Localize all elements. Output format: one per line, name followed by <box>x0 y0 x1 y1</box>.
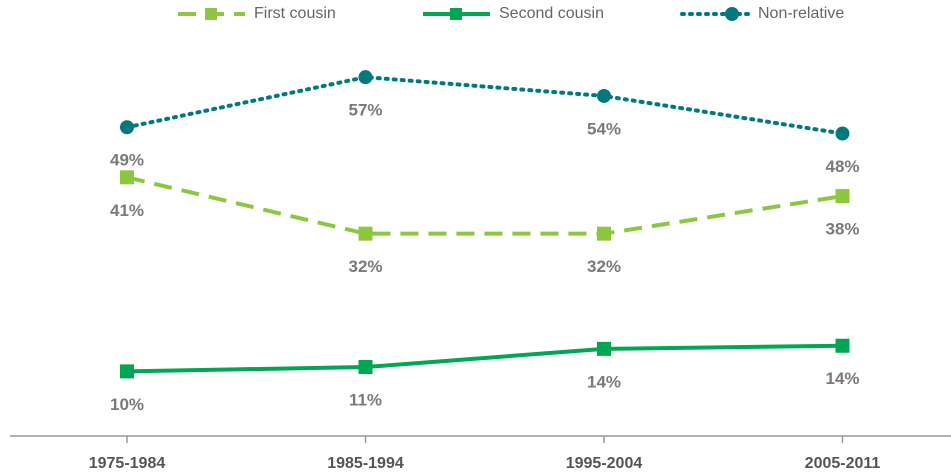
x-tick-label: 2005-2011 <box>805 455 881 472</box>
data-label: 32% <box>348 257 382 276</box>
data-label: 10% <box>110 395 144 414</box>
data-label: 11% <box>349 391 382 410</box>
data-label: 38% <box>825 220 859 239</box>
data-label: 54% <box>587 119 621 138</box>
marker <box>597 226 611 241</box>
marker <box>597 88 611 103</box>
marker <box>597 341 611 356</box>
legend-label: Non-relative <box>758 5 844 22</box>
x-tick-label: 1995-2004 <box>566 455 643 472</box>
data-label: 49% <box>110 151 144 170</box>
marker <box>120 170 134 185</box>
marker <box>358 70 373 85</box>
data-label: 32% <box>587 257 621 276</box>
marker <box>835 126 850 141</box>
data-label: 41% <box>110 201 144 220</box>
series-line <box>125 75 845 136</box>
marker <box>358 226 373 241</box>
marker <box>835 338 850 353</box>
legend-label: Second cousin <box>499 5 604 22</box>
legend-label: First cousin <box>254 5 336 22</box>
x-tick-label: 1985-1994 <box>327 455 404 472</box>
series-line <box>126 343 843 374</box>
data-label: 48% <box>825 157 859 176</box>
legend-marker <box>450 8 462 20</box>
data-label: 57% <box>348 101 382 120</box>
marker <box>120 364 134 379</box>
legend-marker <box>725 7 739 21</box>
marker <box>835 189 850 204</box>
x-tick-label: 1975-1984 <box>89 455 166 472</box>
data-label: 14% <box>825 369 859 388</box>
data-label: 14% <box>587 372 621 391</box>
marker <box>120 120 134 135</box>
legend-marker <box>205 8 217 20</box>
marker <box>358 360 373 375</box>
series-line <box>126 175 843 236</box>
